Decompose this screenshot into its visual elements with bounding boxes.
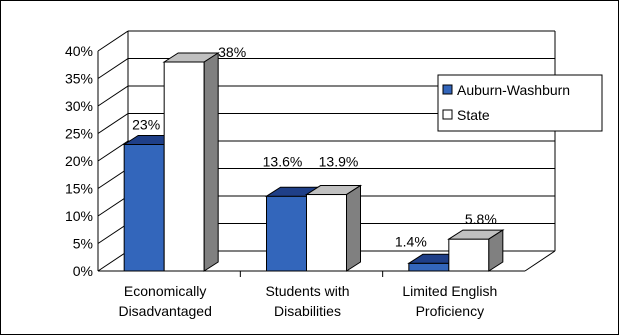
y-tick-label: 30% (65, 98, 93, 114)
data-label: 38% (218, 44, 246, 60)
side-gridline (97, 195, 129, 217)
side-gridline (97, 30, 129, 52)
bar-front (163, 61, 205, 272)
side-gridline (97, 113, 129, 134)
y-tick-label: 25% (65, 126, 93, 142)
category-label: Economically (124, 283, 206, 299)
legend-label: Auburn-Washburn (457, 82, 570, 98)
data-label: 23% (132, 117, 160, 133)
side-gridline (97, 168, 129, 189)
category-label: Disabilities (274, 303, 341, 319)
bar-front (448, 238, 490, 272)
bar-front (123, 144, 165, 272)
y-tick-label: 0% (73, 263, 93, 279)
side-gridline (97, 250, 129, 272)
data-label: 1.4% (395, 233, 427, 249)
legend-swatch (442, 109, 453, 120)
y-tick-label: 5% (73, 236, 93, 252)
side-gridline (97, 140, 129, 162)
category-label: Students with (265, 283, 349, 299)
data-label: 5.8% (465, 211, 497, 227)
y-tick-label: 10% (65, 208, 93, 224)
side-gridline (97, 223, 129, 244)
data-label: 13.9% (319, 154, 359, 170)
legend-swatch (442, 84, 453, 95)
legend (437, 74, 603, 132)
legend-label: State (457, 107, 490, 123)
category-label: Proficiency (416, 303, 484, 319)
bar-front (408, 262, 450, 272)
side-gridline (97, 58, 129, 79)
bar-front (266, 195, 307, 272)
category-label: Limited English (402, 283, 497, 299)
y-tick-label: 20% (65, 153, 93, 169)
bar-front (306, 194, 347, 272)
y-tick-label: 15% (65, 181, 93, 197)
y-tick-label: 40% (65, 43, 93, 59)
floor-right-edge (524, 250, 556, 272)
data-label: 13.6% (263, 154, 303, 170)
bar-side (488, 229, 504, 272)
category-label: Disadvantaged (118, 303, 211, 319)
bar-side (203, 52, 219, 272)
bar-side (346, 184, 361, 272)
side-gridline (97, 85, 129, 107)
y-tick-label: 35% (65, 71, 93, 87)
